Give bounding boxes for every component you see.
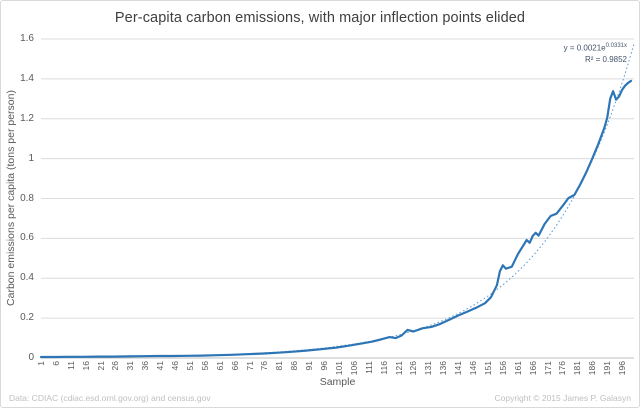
emissions-line (39, 79, 633, 359)
y-tick-label: 0.2 (20, 312, 34, 324)
y-tick-label: 1.2 (20, 112, 34, 124)
y-tick-label: 0.6 (20, 232, 34, 244)
y-tick-label: 1.6 (20, 33, 34, 44)
y-tick-label: 1 (28, 152, 34, 164)
x-axis-title: Sample (319, 376, 356, 388)
trendline (41, 43, 635, 359)
trendline-equation: y = 0.0021e0.0331x (563, 43, 627, 53)
y-axis-title: Carbon emissions per capita (tons per pe… (5, 90, 17, 306)
r-squared-label: R² = 0.9852 (584, 54, 627, 64)
y-tick-label: 0.4 (20, 272, 34, 284)
y-tick-label: 0 (28, 352, 34, 363)
footer-data-source: Data: CDIAC (cdiac.esd.ornl.gov.org) and… (9, 393, 211, 403)
y-tick-label: 1.4 (20, 72, 34, 84)
footer-copyright: Copyright © 2015 James P. Galasyn (494, 393, 631, 403)
y-tick-label: 0.8 (20, 192, 34, 204)
trendline-annotation: y = 0.0021e0.0331x R² = 0.9852 (564, 41, 627, 65)
equation-exponent: 0.0331x (605, 43, 627, 49)
chart-title: Per-capita carbon emissions, with major … (114, 10, 526, 26)
